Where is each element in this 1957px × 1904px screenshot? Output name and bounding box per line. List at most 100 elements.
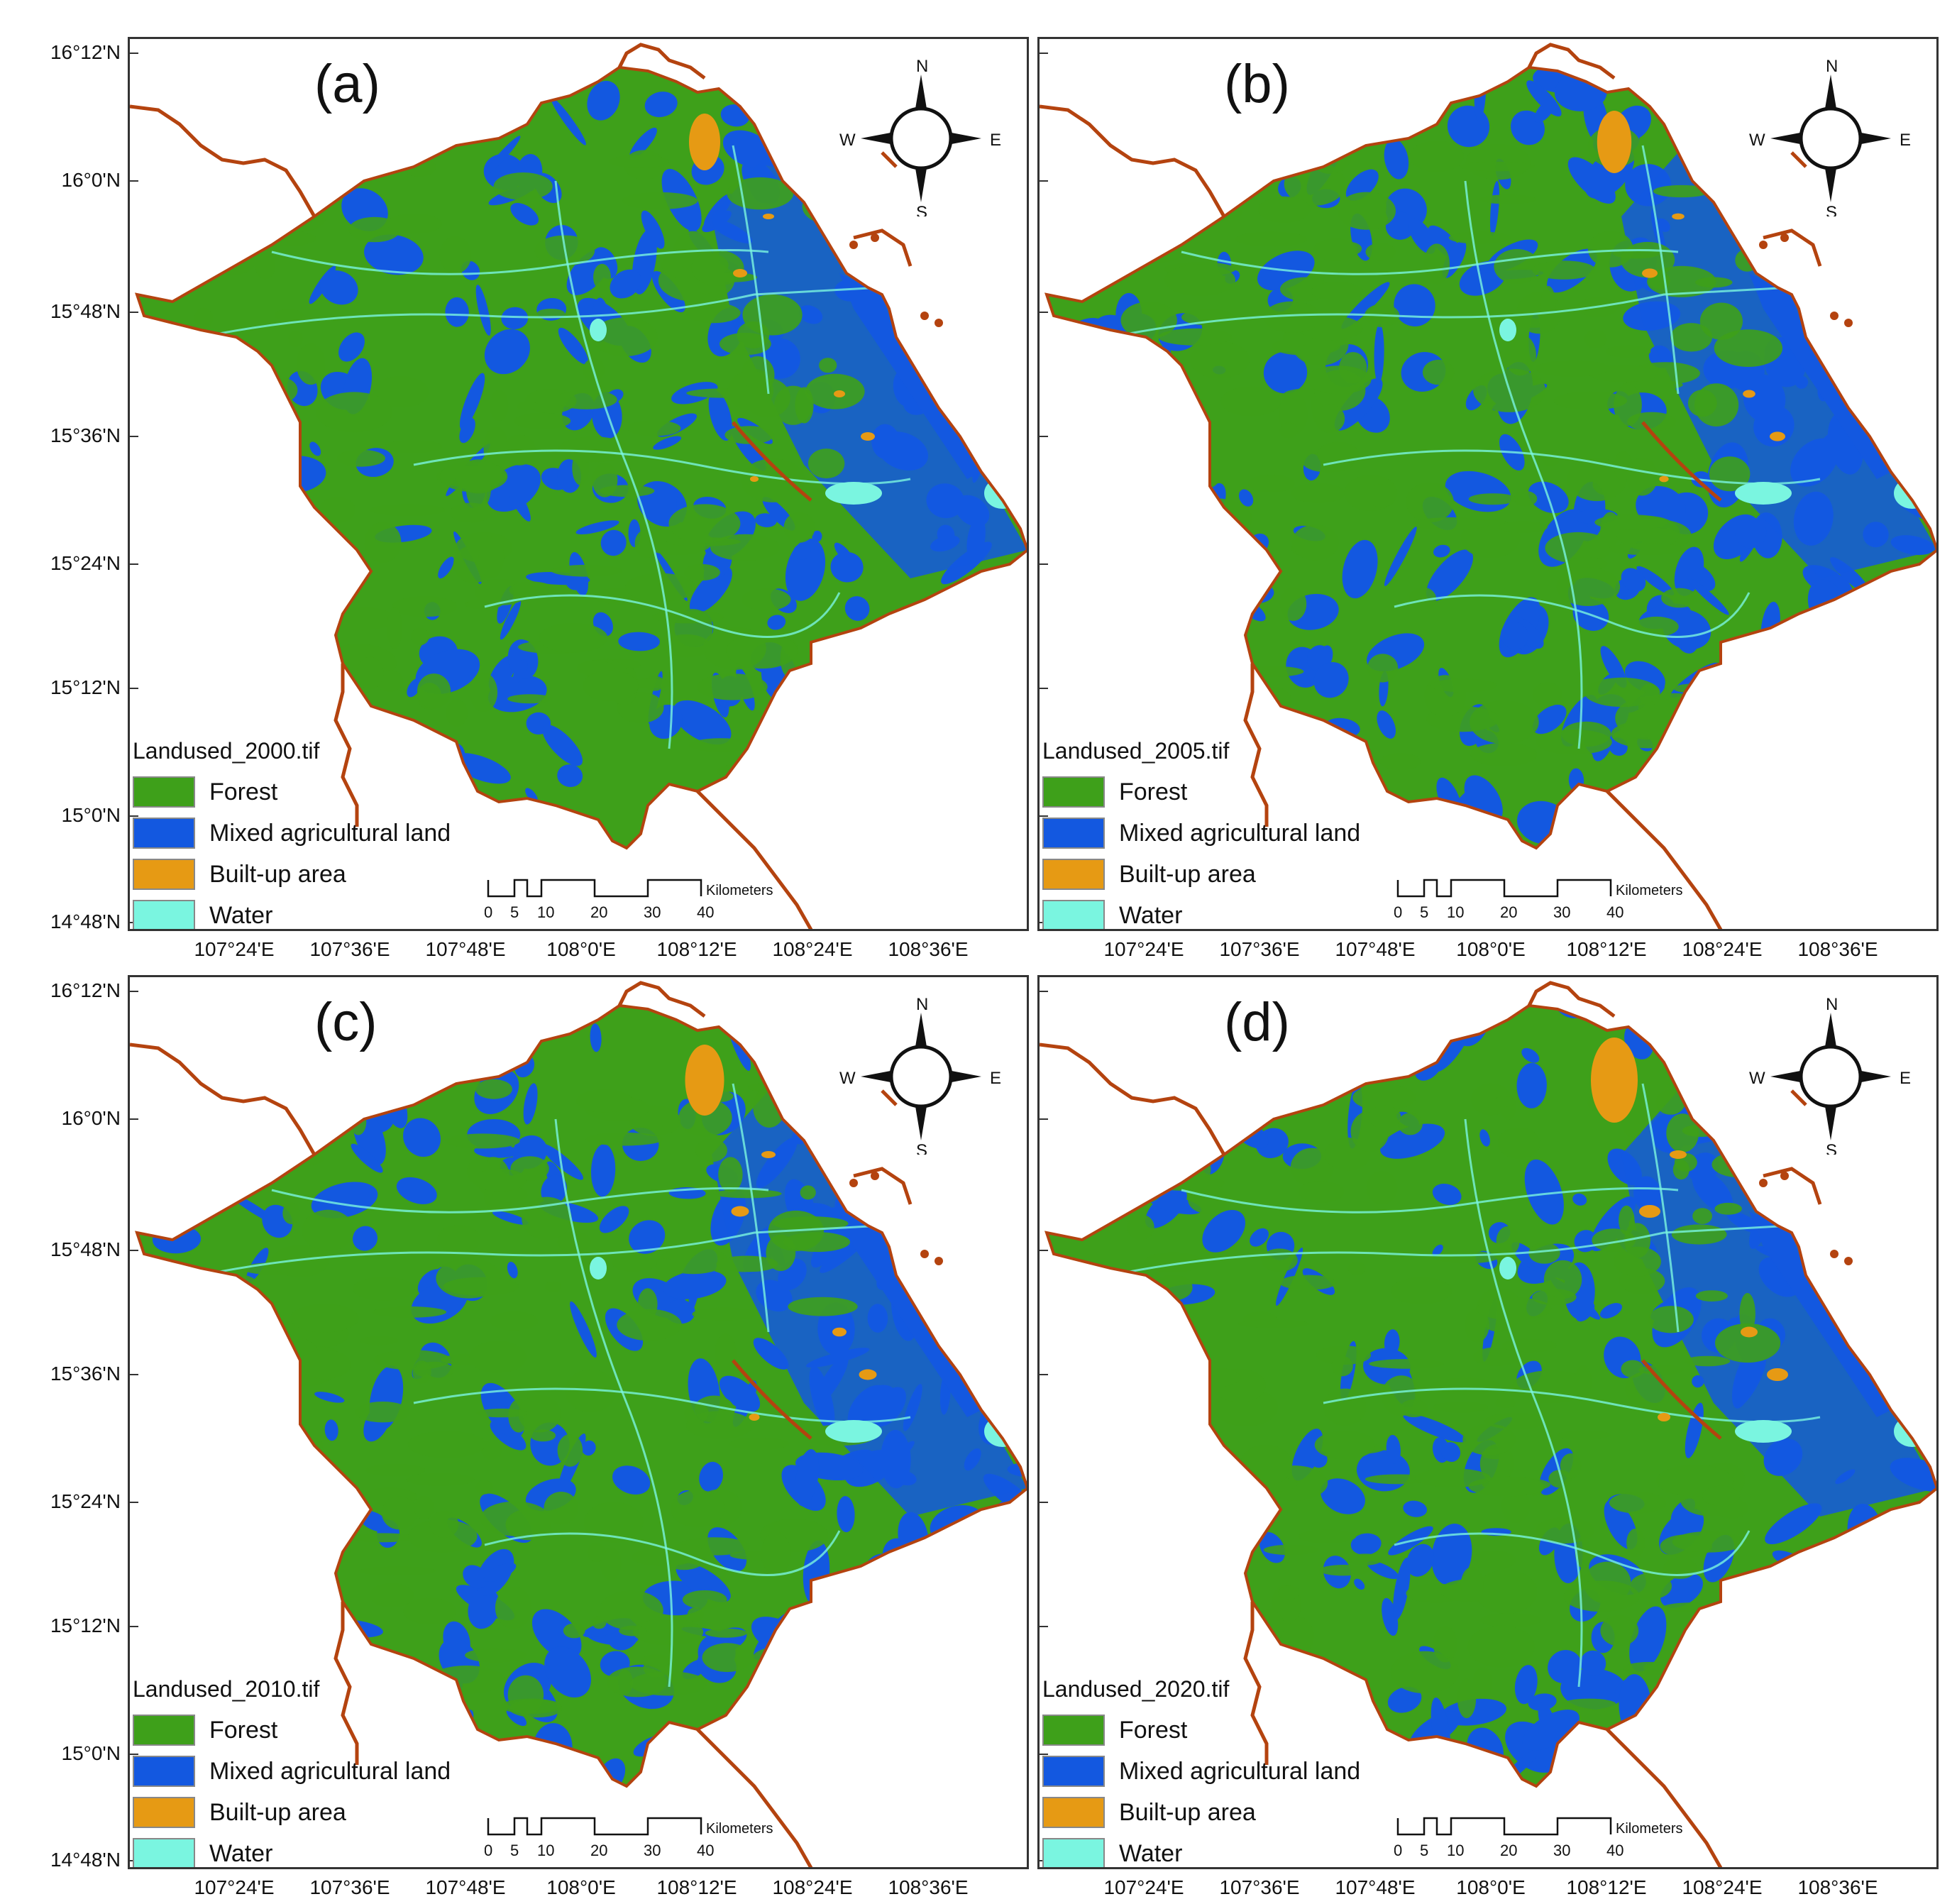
- agri-patch: [1638, 67, 1671, 93]
- agri-patch: [1003, 766, 1017, 805]
- forest-patch: [357, 656, 384, 690]
- lon-tick-label: 107°36'E: [1219, 1876, 1300, 1898]
- river: [1641, 1083, 1680, 1333]
- agri-patch: [137, 192, 163, 227]
- forest-patch: [551, 564, 623, 577]
- water-body: [825, 1420, 882, 1443]
- compass-n-label: N: [916, 57, 928, 76]
- forest-patch: [1698, 149, 1729, 181]
- agri-patch: [1528, 1693, 1557, 1711]
- legend-swatch: [1042, 1715, 1105, 1746]
- land-use-map: [130, 43, 1027, 929]
- agri-patch: [1165, 1362, 1206, 1401]
- forest-patch: [1670, 323, 1712, 352]
- boundary-line: [617, 981, 706, 1018]
- agri-patch: [1176, 1609, 1242, 1634]
- agri-patch: [612, 1465, 651, 1495]
- agri-patch: [1514, 1665, 1538, 1705]
- scale-tick-label: 30: [644, 1842, 661, 1859]
- island: [871, 233, 879, 242]
- agri-patch: [955, 1523, 994, 1541]
- agri-patch: [1621, 568, 1646, 592]
- agri-patch: [1084, 363, 1122, 420]
- forest-patch: [1692, 1208, 1712, 1224]
- forest-patch: [1540, 286, 1556, 326]
- forest-patch: [1196, 606, 1231, 634]
- agri-patch: [1047, 1116, 1059, 1168]
- agri-patch: [753, 1724, 766, 1748]
- forest-patch: [1422, 359, 1455, 385]
- panel-label: (a): [314, 54, 380, 114]
- forest-patch: [1368, 1105, 1401, 1129]
- agri-patch: [1069, 1582, 1098, 1634]
- province-boundary: [1044, 1003, 1936, 1788]
- lon-tick-label: 107°36'E: [309, 938, 390, 960]
- forest-patch: [1147, 1175, 1225, 1191]
- forest-patch: [1497, 1127, 1540, 1159]
- legend-title: Landused_2010.tif: [133, 1676, 320, 1702]
- forest-patch: [729, 1437, 790, 1451]
- boundary-line: [732, 1359, 812, 1440]
- legend-label: Water: [1119, 901, 1183, 929]
- built-up-patch: [834, 390, 845, 397]
- scale-tick-label: 20: [590, 903, 607, 921]
- forest-patch: [1678, 732, 1739, 747]
- agri-patch: [1169, 1446, 1194, 1460]
- agri-patch: [1313, 662, 1349, 698]
- forest-patch: [536, 309, 566, 319]
- forest-patch: [369, 1583, 414, 1608]
- legend-label: Water: [209, 901, 273, 929]
- agri-patch: [172, 1199, 192, 1219]
- forest-patch: [555, 390, 617, 409]
- agri-patch: [755, 513, 777, 527]
- agri-patch: [266, 654, 304, 679]
- river: [1110, 286, 1792, 339]
- lon-tick-label: 108°24'E: [772, 1876, 853, 1898]
- legend-item: Forest: [1042, 1710, 1360, 1751]
- forest-patch: [392, 596, 458, 617]
- built-up-patch: [1591, 1038, 1638, 1123]
- agri-patch: [1088, 1271, 1126, 1319]
- forest-patch: [612, 1255, 657, 1272]
- river: [1394, 592, 1751, 638]
- forest-patch: [1147, 505, 1184, 516]
- forest-patch: [480, 1440, 502, 1460]
- agri-patch: [917, 1663, 960, 1696]
- agri-patch: [1731, 1645, 1788, 1673]
- forest-patch: [576, 1089, 634, 1113]
- forest-patch: [1098, 1321, 1129, 1332]
- forest-patch: [682, 1590, 727, 1609]
- legend-swatch: [133, 776, 195, 808]
- agri-patch: [1532, 704, 1567, 734]
- agri-patch: [1393, 1558, 1411, 1620]
- north-arrow: N S W E: [839, 991, 1003, 1160]
- agri-patch: [137, 1377, 173, 1419]
- agri-patch: [699, 1461, 723, 1492]
- forest-patch: [779, 740, 856, 765]
- forest-patch: [744, 378, 790, 418]
- agri-patch: [979, 255, 1027, 290]
- river: [554, 180, 673, 749]
- agri-patch: [1696, 1705, 1731, 1740]
- agri-patch: [794, 1644, 828, 1679]
- agri-patch: [1118, 1121, 1175, 1167]
- map-legend: Landused_2005.tif Forest Mixed agricultura…: [1042, 738, 1360, 929]
- legend-swatch: [1042, 1838, 1105, 1867]
- river: [1641, 145, 1680, 395]
- forest-patch: [557, 1433, 583, 1467]
- agri-patch: [531, 1609, 582, 1660]
- forest-patch: [1183, 541, 1238, 570]
- forest-patch: [236, 468, 287, 490]
- forest-patch: [1176, 498, 1252, 540]
- agri-patch: [246, 173, 272, 199]
- agri-patch: [1880, 1539, 1908, 1568]
- coastal-strip: [1749, 1211, 1891, 1417]
- agri-patch: [888, 1666, 932, 1707]
- agri-patch: [1572, 1193, 1587, 1206]
- forest-patch: [194, 1387, 251, 1429]
- agri-patch: [588, 846, 608, 848]
- agri-patch: [1360, 800, 1380, 818]
- agri-patch: [825, 1634, 875, 1681]
- agri-patch: [1367, 1561, 1399, 1580]
- boundary-line: [696, 1728, 813, 1867]
